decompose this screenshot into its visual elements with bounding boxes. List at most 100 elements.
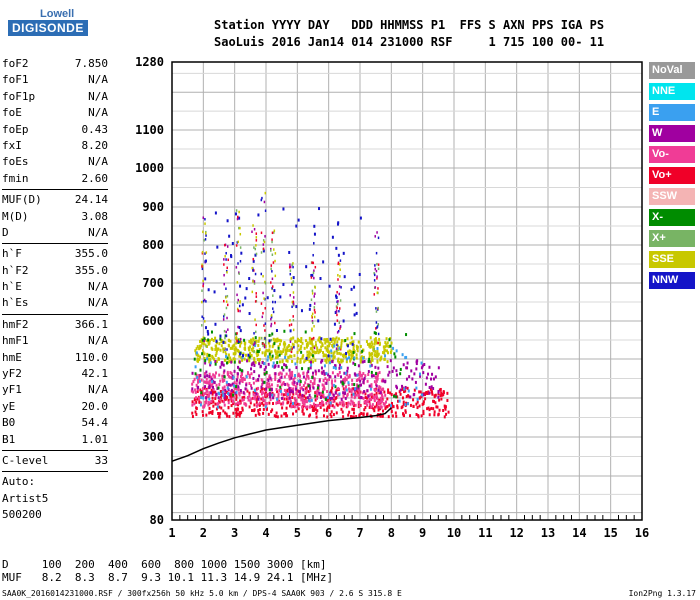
scatter-point — [311, 321, 314, 325]
scatter-point — [258, 412, 261, 416]
scatter-point — [344, 385, 347, 389]
scatter-point — [236, 332, 238, 335]
scatter-point — [252, 381, 255, 385]
scatter-point — [208, 374, 211, 378]
scatter-point — [378, 398, 381, 402]
scatter-point — [226, 219, 229, 223]
scatter-point — [407, 394, 410, 398]
scatter-point — [262, 391, 265, 395]
scatter-point — [232, 357, 235, 361]
scatter-point — [245, 375, 248, 379]
scatter-point — [405, 395, 408, 399]
scatter-point — [274, 375, 277, 379]
scatter-point — [384, 379, 387, 383]
scatter-point — [218, 373, 221, 377]
scatter-point — [296, 337, 299, 341]
param-name: B0 — [2, 416, 16, 430]
scatter-point — [270, 350, 273, 354]
scatter-point — [314, 398, 317, 402]
scatter-point — [395, 414, 398, 418]
y-tick-label: 600 — [142, 314, 164, 328]
scatter-point — [237, 240, 239, 244]
scatter-point — [244, 296, 247, 300]
scatter-point — [268, 344, 271, 348]
scatter-point — [283, 397, 286, 401]
scatter-point — [208, 339, 211, 343]
scatter-point — [233, 386, 236, 390]
scatter-point — [256, 350, 259, 354]
scatter-point — [223, 273, 225, 277]
scatter-point — [293, 374, 296, 378]
scatter-point — [194, 390, 197, 394]
scatter-point — [293, 354, 296, 358]
scatter-point — [254, 336, 257, 340]
scatter-point — [210, 399, 213, 403]
scatter-point — [220, 406, 223, 410]
scatter-point — [315, 341, 317, 344]
scatter-point — [324, 341, 327, 345]
scatter-point — [246, 396, 249, 400]
scatter-point — [290, 350, 293, 354]
scatter-point — [207, 288, 210, 292]
scatter-point — [203, 239, 205, 242]
scatter-point — [383, 390, 386, 394]
scatter-point — [195, 373, 198, 377]
scatter-point — [347, 401, 350, 405]
scatter-point — [434, 375, 437, 379]
scatter-point — [380, 398, 383, 402]
scatter-point — [329, 396, 332, 400]
scatter-point — [204, 238, 207, 241]
scatter-point — [311, 405, 314, 409]
scatter-point — [249, 341, 252, 345]
scatter-point — [197, 396, 200, 400]
scatter-point — [352, 340, 355, 344]
scatter-point — [370, 398, 373, 402]
scatter-point — [255, 379, 258, 383]
scatter-point — [298, 338, 301, 342]
param-row-hme: hmE 110.0 — [2, 350, 108, 366]
scatter-point — [282, 393, 285, 397]
scatter-point — [214, 362, 217, 366]
scatter-point — [254, 247, 257, 251]
scatter-point — [357, 386, 360, 390]
scatter-point — [338, 363, 341, 367]
scatter-point — [238, 354, 241, 358]
scatter-point — [287, 355, 290, 359]
scatter-point — [292, 412, 295, 416]
scatter-point — [405, 377, 408, 381]
scatter-point — [225, 353, 228, 357]
scatter-point — [223, 375, 226, 379]
scatter-point — [256, 354, 259, 358]
scatter-point — [291, 390, 294, 394]
scatter-point — [373, 340, 376, 344]
scatter-point — [317, 403, 320, 407]
scatter-point — [236, 339, 238, 342]
scatter-point — [337, 300, 339, 303]
param-name: foF1 — [2, 73, 29, 87]
scatter-point — [309, 396, 312, 400]
scatter-point — [238, 393, 241, 397]
scatter-point — [258, 357, 261, 361]
x-tick-label: 2 — [200, 526, 207, 540]
scatter-point — [270, 410, 273, 414]
scatter-point — [336, 340, 339, 344]
scatter-point — [214, 353, 217, 357]
scatter-point — [395, 384, 398, 388]
scatter-point — [390, 348, 393, 352]
scatter-point — [381, 393, 384, 397]
scatter-point — [284, 342, 287, 346]
scatter-point — [201, 263, 203, 266]
scatter-point — [379, 414, 382, 418]
param-row-foes: foEs N/A — [2, 154, 108, 170]
scatter-point — [243, 402, 246, 406]
scatter-point — [374, 286, 377, 289]
scatter-point — [337, 253, 340, 257]
scatter-point — [289, 392, 292, 396]
scatter-point — [261, 401, 264, 405]
scatter-point — [217, 391, 220, 395]
scatter-point — [261, 397, 264, 401]
footer-d-row: D 100 200 400 600 800 1000 1500 3000 [km… — [2, 558, 327, 571]
scatter-point — [291, 396, 294, 400]
scatter-point — [323, 408, 326, 412]
scatter-point — [291, 359, 294, 363]
